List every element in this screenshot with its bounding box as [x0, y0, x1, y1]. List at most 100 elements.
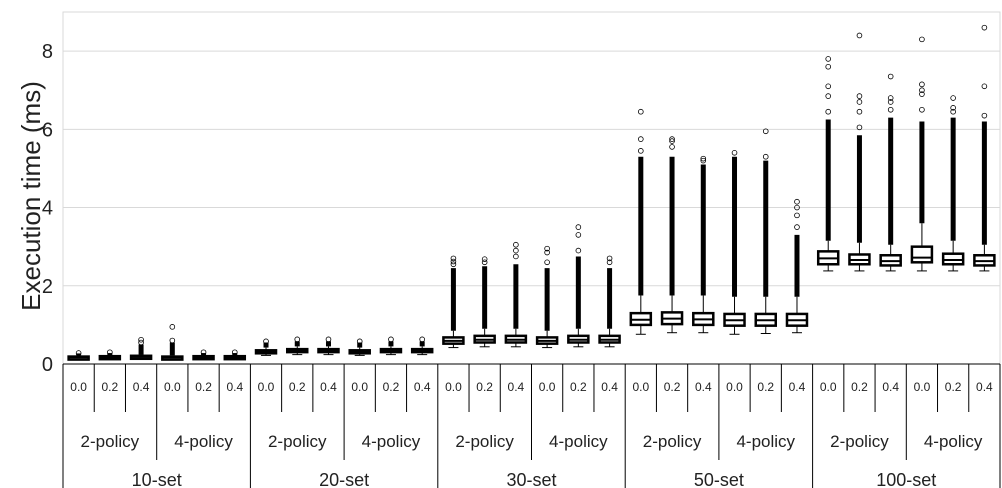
x-group-label-set: 20-set: [319, 470, 369, 488]
x-group-label-policy: 2-policy: [81, 432, 140, 451]
x-group-label-policy: 4-policy: [736, 432, 795, 451]
box-50-set-2-policy-0.0: [629, 108, 653, 335]
x-tick-label-p: 0.2: [945, 380, 962, 394]
outlier-point: [138, 339, 144, 346]
outlier-point: [981, 24, 988, 31]
outlier-point: [856, 124, 863, 131]
x-category-axis: 0.0 0.2 0.4 0.0 0.2 0.4 0.0 0.2 0.4 0.0 0.2 0.4 0.0 0…: [62, 364, 1001, 488]
box-20-set-2-policy-0.4: [317, 336, 340, 356]
outlier-point: [700, 155, 707, 162]
outlier-point: [825, 63, 832, 70]
box-50-set-4-policy-0.0: [723, 150, 746, 335]
outlier-point: [919, 87, 925, 94]
outlier-point: [919, 81, 925, 88]
outlier-point: [794, 204, 800, 211]
outlier-point: [825, 83, 832, 90]
outlier-point: [950, 95, 956, 101]
x-tick-label-p: 0.4: [882, 380, 899, 394]
x-tick-label-p: 0.0: [632, 380, 649, 394]
x-group-label-set: 100-set: [876, 470, 936, 488]
outlier-point: [169, 324, 176, 330]
outlier-point: [794, 198, 800, 205]
outlier-point: [669, 144, 675, 150]
outlier-point: [263, 338, 269, 345]
box-100-set-2-policy-0.2: [848, 32, 871, 272]
outlier-point: [981, 83, 988, 90]
box-100-set-2-policy-0.4: [879, 73, 902, 272]
box-10-set-2-policy-0.2: [98, 349, 122, 361]
outlier-point: [544, 259, 550, 266]
box-50-set-2-policy-0.2: [660, 136, 684, 334]
x-tick-label-p: 0.2: [476, 380, 493, 394]
outlier-point: [794, 212, 800, 219]
outlier-point: [887, 106, 894, 113]
box-20-set-4-policy-0.2: [379, 336, 403, 356]
x-tick-label-p: 0.4: [695, 380, 712, 394]
outlier-point: [575, 247, 582, 254]
x-tick-label-p: 0.2: [289, 380, 306, 394]
box-50-set-4-policy-0.4: [785, 198, 809, 334]
outlier-point: [825, 108, 832, 115]
outlier-point: [950, 105, 956, 111]
box-20-set-4-policy-0.4: [410, 336, 434, 356]
outlier-point: [919, 91, 925, 97]
outlier-point: [450, 258, 457, 265]
outlier-point: [481, 259, 488, 266]
outlier-point: [762, 153, 769, 160]
outlier-point: [981, 112, 988, 119]
outlier-point: [669, 138, 675, 144]
outlier-point: [513, 253, 519, 260]
outlier-point: [450, 261, 457, 268]
x-tick-label-p: 0.4: [601, 380, 618, 394]
box-10-set-4-policy-0.2: [192, 349, 215, 361]
y-tick-labels: 0 2 4 6 8: [42, 41, 53, 376]
box-30-set-2-policy-0.0: [442, 255, 465, 349]
outlier-point: [107, 349, 113, 356]
x-tick-label-p: 0.4: [133, 380, 150, 394]
outlier-point: [638, 108, 644, 115]
outlier-point: [887, 95, 894, 101]
x-tick-label-p: 0.4: [226, 380, 243, 394]
box-10-set-4-policy-0.0: [161, 324, 184, 361]
box-30-set-2-policy-0.4: [504, 241, 528, 348]
box-100-set-4-policy-0.2: [941, 95, 965, 272]
box-iqr: [910, 245, 934, 264]
box-100-set-2-policy-0.0: [816, 56, 840, 272]
box-50-set-4-policy-0.2: [754, 128, 777, 334]
outlier-point: [856, 32, 863, 39]
outlier-point: [731, 150, 738, 156]
outlier-point: [575, 232, 582, 238]
x-group-label-set: 30-set: [506, 470, 556, 488]
outlier-point: [481, 256, 488, 262]
outlier-point: [825, 56, 832, 62]
outlier-point: [513, 247, 519, 254]
outlier-point: [950, 108, 956, 115]
x-tick-label-p: 0.0: [351, 380, 368, 394]
outlier-point: [638, 136, 644, 142]
x-tick-label-p: 0.4: [320, 380, 337, 394]
box-30-set-4-policy-0.2: [567, 224, 590, 348]
outlier-point: [825, 93, 832, 99]
x-tick-label-p: 0.4: [414, 380, 431, 394]
y-tick-label: 8: [42, 41, 53, 63]
outlier-point: [762, 128, 769, 135]
box-20-set-2-policy-0.0: [254, 338, 278, 356]
outlier-point: [856, 108, 863, 115]
x-tick-label-p: 0.0: [445, 380, 462, 394]
outlier-point: [919, 36, 925, 43]
outlier-point: [200, 349, 207, 356]
x-tick-label-p: 0.2: [757, 380, 774, 394]
x-tick-label-p: 0.2: [664, 380, 681, 394]
box-10-set-2-policy-0.4: [129, 336, 153, 361]
box-100-set-4-policy-0.0: [910, 36, 934, 272]
outlier-point: [294, 336, 301, 343]
outlier-point: [75, 350, 82, 356]
x-group-label-policy: 4-policy: [924, 432, 983, 451]
box-20-set-2-policy-0.2: [286, 336, 309, 356]
x-tick-label-p: 0.0: [70, 380, 87, 394]
x-tick-label-p: 0.4: [508, 380, 525, 394]
x-group-label-policy: 2-policy: [830, 432, 889, 451]
x-group-label-policy: 4-policy: [362, 432, 421, 451]
y-tick-label: 4: [42, 198, 53, 220]
